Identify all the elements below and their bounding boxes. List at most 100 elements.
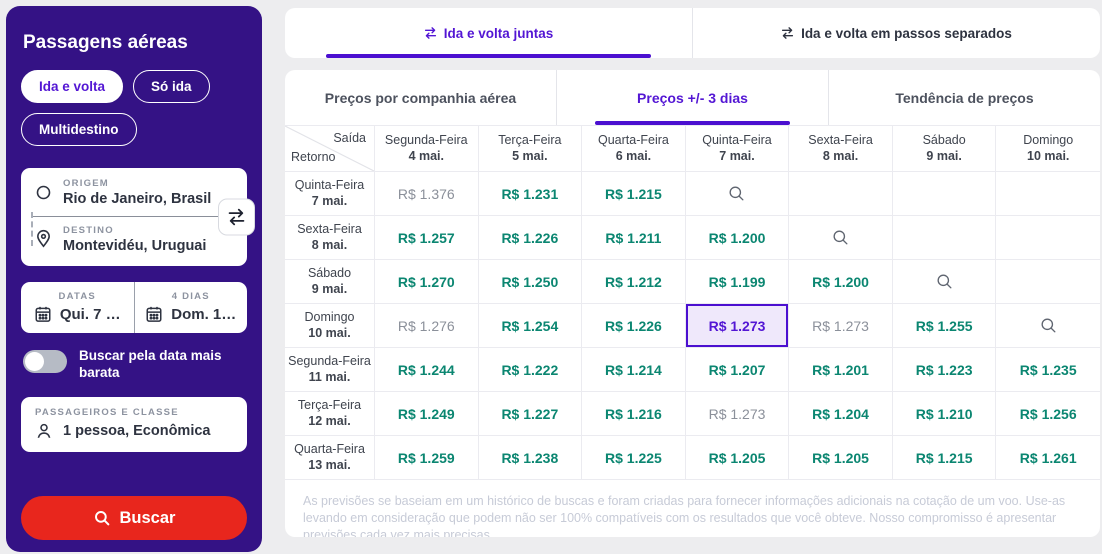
destination-label: DESTINO: [63, 225, 114, 236]
search-price-cell[interactable]: [685, 172, 790, 216]
price-value: R$ 1.210: [915, 405, 973, 422]
price-value: R$ 1.216: [605, 405, 662, 422]
search-price-cell[interactable]: [789, 216, 893, 260]
search-date-icon: [1041, 318, 1056, 333]
price-value: R$ 1.200: [812, 273, 869, 290]
price-cell[interactable]: R$ 1.273: [685, 392, 790, 436]
trip-type-pill-so-ida[interactable]: Só ida: [133, 70, 210, 103]
price-cell[interactable]: R$ 1.214: [582, 348, 686, 392]
price-value: R$ 1.214: [605, 361, 662, 378]
tab-tendencia-de-precos[interactable]: Tendência de preços: [828, 70, 1100, 125]
price-cell[interactable]: R$ 1.276: [375, 304, 479, 348]
price-cell[interactable]: R$ 1.200: [789, 260, 893, 304]
price-cell[interactable]: R$ 1.256: [996, 392, 1100, 436]
price-value: R$ 1.212: [605, 273, 662, 290]
price-cell[interactable]: R$ 1.226: [478, 216, 583, 260]
price-value: R$ 1.235: [1019, 361, 1077, 378]
empty-cell: [996, 172, 1100, 216]
price-cell[interactable]: R$ 1.223: [892, 348, 997, 392]
price-cell[interactable]: R$ 1.249: [375, 392, 479, 436]
price-value: R$ 1.273: [708, 405, 766, 422]
price-cell[interactable]: R$ 1.210: [892, 392, 997, 436]
price-cell[interactable]: R$ 1.216: [582, 392, 686, 436]
row-day: Sexta-Feira: [297, 221, 362, 236]
column-header-sexta-feira: Sexta-Feira 8 mai.: [789, 126, 893, 172]
tab-precos-3-dias[interactable]: Preços +/- 3 dias: [556, 70, 828, 125]
column-date: 5 mai.: [512, 148, 548, 163]
destination-field[interactable]: DESTINO Montevidéu, Uruguai: [33, 225, 235, 254]
price-value: R$ 1.215: [605, 185, 662, 202]
swap-arrows-icon: [228, 208, 245, 226]
price-cell[interactable]: R$ 1.270: [375, 260, 479, 304]
departure-date-field[interactable]: DATAS Qui. 7 …: [21, 282, 134, 333]
price-cell[interactable]: R$ 1.244: [375, 348, 479, 392]
price-cell[interactable]: R$ 1.200: [685, 216, 790, 260]
price-cell[interactable]: R$ 1.259: [375, 436, 479, 480]
price-cell[interactable]: R$ 1.376: [375, 172, 479, 216]
price-value: R$ 1.259: [397, 449, 455, 466]
search-flights-button[interactable]: Buscar: [21, 496, 247, 540]
tab-precos-por-companhia-aerea[interactable]: Preços por companhia aérea: [324, 89, 517, 106]
price-value: R$ 1.205: [812, 449, 869, 466]
route-connector-line: [31, 212, 33, 246]
row-day: Quinta-Feira: [294, 177, 365, 192]
column-header-terca-feira: Terça-Feira 5 mai.: [478, 126, 583, 172]
price-value: R$ 1.199: [708, 273, 766, 290]
price-cell[interactable]: R$ 1.205: [789, 436, 893, 480]
column-header-quarta-feira: Quarta-Feira 6 mai.: [582, 126, 686, 172]
price-cell[interactable]: R$ 1.261: [996, 436, 1100, 480]
price-value: R$ 1.261: [1019, 449, 1077, 466]
column-date: 9 mai.: [926, 148, 962, 163]
price-cell[interactable]: R$ 1.250: [478, 260, 583, 304]
swap-origin-destination-button[interactable]: [218, 198, 255, 236]
selected-price-cell[interactable]: R$ 1.273: [685, 304, 790, 348]
search-price-cell[interactable]: [996, 304, 1100, 348]
row-day: Quarta-Feira: [294, 441, 365, 456]
tab-label: Ida e volta em passos separados: [801, 25, 1012, 41]
column-header-domingo: Domingo 10 mai.: [996, 126, 1100, 172]
cheapest-date-toggle[interactable]: [23, 350, 67, 373]
price-value: R$ 1.205: [708, 449, 766, 466]
price-cell[interactable]: R$ 1.205: [685, 436, 790, 480]
empty-cell: [996, 216, 1100, 260]
price-cell[interactable]: R$ 1.212: [582, 260, 686, 304]
diagonal-divider: [285, 126, 374, 171]
passengers-card[interactable]: PASSAGEIROS E CLASSE 1 pessoa, Econômica: [21, 396, 247, 452]
price-cell[interactable]: R$ 1.231: [478, 172, 583, 216]
price-cell[interactable]: R$ 1.215: [892, 436, 997, 480]
search-price-cell[interactable]: [892, 260, 997, 304]
price-cell[interactable]: R$ 1.201: [789, 348, 893, 392]
price-cell[interactable]: R$ 1.238: [478, 436, 583, 480]
price-value: R$ 1.256: [1019, 405, 1077, 422]
price-cell[interactable]: R$ 1.235: [996, 348, 1100, 392]
search-date-icon: [729, 186, 744, 201]
column-day: Segunda-Feira: [384, 132, 468, 147]
trip-type-pill-ida-e-volta[interactable]: Ida e volta: [21, 70, 124, 103]
price-cell[interactable]: R$ 1.207: [685, 348, 790, 392]
price-cell[interactable]: R$ 1.215: [582, 172, 686, 216]
price-value: R$ 1.273: [685, 304, 789, 347]
price-cell[interactable]: R$ 1.273: [789, 304, 893, 348]
cheapest-date-toggle-row: Buscar pela data mais barata: [23, 348, 245, 382]
dates-card: DATAS Qui. 7 … 4 DIAS Dom. 1…: [21, 282, 247, 333]
passengers-value: 1 pessoa, Econômica: [63, 422, 211, 439]
price-cell[interactable]: R$ 1.227: [478, 392, 583, 436]
column-header-sabado: Sábado 9 mai.: [892, 126, 997, 172]
price-cell[interactable]: R$ 1.204: [789, 392, 893, 436]
price-cell[interactable]: R$ 1.199: [685, 260, 790, 304]
tab-ida-e-volta-juntas[interactable]: Ida e volta juntas: [285, 8, 692, 58]
trip-type-pill-multidestino[interactable]: Multidestino: [21, 113, 137, 146]
price-cell[interactable]: R$ 1.226: [582, 304, 686, 348]
price-cell[interactable]: R$ 1.255: [892, 304, 997, 348]
price-cell[interactable]: R$ 1.225: [582, 436, 686, 480]
price-cell[interactable]: R$ 1.257: [375, 216, 479, 260]
row-header-sexta-feira: Sexta-Feira 8 mai.: [285, 216, 375, 260]
row-date: 11 mai.: [308, 369, 351, 384]
origin-field[interactable]: ORIGEM Rio de Janeiro, Brasil: [33, 178, 235, 207]
price-cell[interactable]: R$ 1.222: [478, 348, 583, 392]
return-date-field[interactable]: 4 DIAS Dom. 1…: [133, 282, 248, 333]
price-cell[interactable]: R$ 1.254: [478, 304, 583, 348]
price-cell[interactable]: R$ 1.211: [582, 216, 686, 260]
matrix-corner-cell: Saída Retorno: [285, 126, 375, 172]
tab-ida-e-volta-em-passos-separados[interactable]: Ida e volta em passos separados: [692, 8, 1100, 58]
